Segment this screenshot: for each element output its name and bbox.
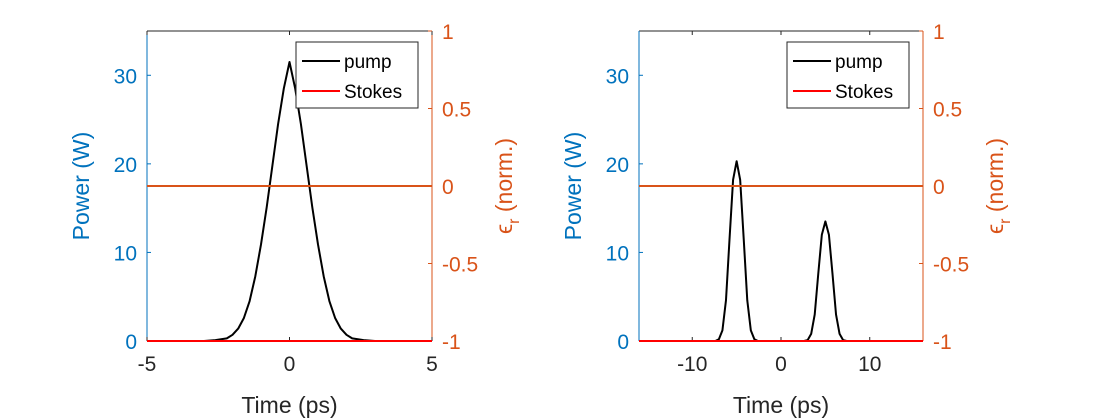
- x-tick-label: -10: [677, 353, 707, 376]
- y-tick-label: 30: [606, 65, 629, 88]
- x-tick-label: -5: [138, 353, 157, 376]
- y2-tick-label: -1: [442, 331, 461, 354]
- y2-title-subscript: r: [506, 218, 523, 224]
- y2-title-symbol: ϵ: [491, 224, 517, 234]
- x-tick-label: 5: [426, 353, 438, 376]
- y-tick-label: 0: [125, 331, 137, 354]
- legend-label-stokes: Stokes: [344, 82, 402, 103]
- legend: pump Stokes: [786, 41, 910, 109]
- legend-label-stokes: Stokes: [835, 82, 893, 103]
- y2-title-subscript: r: [997, 218, 1014, 224]
- y-tick-label: 20: [114, 154, 137, 177]
- legend: pump Stokes: [295, 41, 419, 109]
- y2-tick-label: -0.5: [933, 254, 969, 277]
- x-tick-label: 0: [775, 353, 787, 376]
- y2-tick-label: 0: [442, 176, 454, 199]
- y2-tick-label: 1: [933, 21, 945, 44]
- y-tick-label: 30: [114, 65, 137, 88]
- x-tick-label: 0: [284, 353, 296, 376]
- x-axis-title: Time (ps): [733, 392, 829, 418]
- y2-tick-label: 0: [933, 176, 945, 199]
- chart-2: -10 0 10 0 10 20 30 -1 -0.5 0 0.5 1 Power (W) Time (p…: [560, 21, 1014, 418]
- y2-axis-title: ϵr (norm.): [491, 138, 523, 234]
- y-tick-label: 10: [114, 242, 137, 265]
- legend-box: [786, 41, 910, 109]
- legend-label-pump: pump: [835, 52, 883, 73]
- y-axis-title: Power (W): [560, 132, 586, 241]
- legend-box: [295, 41, 419, 109]
- y2-tick-label: -1: [933, 331, 952, 354]
- y2-title-rest: (norm.): [982, 138, 1008, 219]
- y2-tick-label: 0.5: [442, 99, 471, 122]
- y2-tick-label: -0.5: [442, 254, 478, 277]
- y-tick-label: 10: [606, 242, 629, 265]
- series-pump-line: [147, 61, 432, 342]
- y-axis-title: Power (W): [68, 132, 94, 241]
- x-axis-title: Time (ps): [241, 392, 337, 418]
- y2-tick-label: 0.5: [933, 99, 962, 122]
- y2-title-symbol: ϵ: [982, 224, 1008, 234]
- y2-axis-title: ϵr (norm.): [982, 138, 1014, 234]
- y-tick-label: 0: [617, 331, 629, 354]
- legend-label-pump: pump: [344, 52, 392, 73]
- y2-tick-label: 1: [442, 21, 454, 44]
- y-tick-label: 20: [606, 154, 629, 177]
- x-tick-label: 10: [858, 353, 881, 376]
- y2-title-rest: (norm.): [491, 138, 517, 219]
- series-pump-line: [639, 160, 923, 342]
